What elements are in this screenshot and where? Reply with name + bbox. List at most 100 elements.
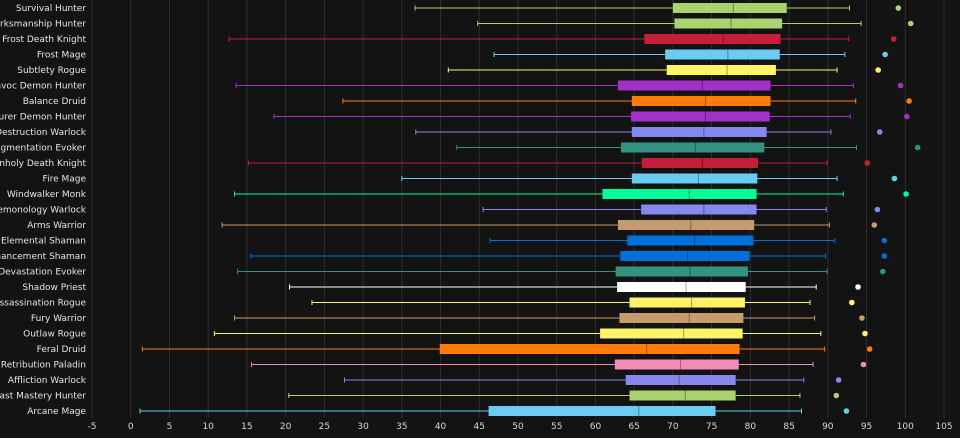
x-tick-label: -5 xyxy=(88,422,97,432)
max-point xyxy=(866,346,873,352)
box-iqr xyxy=(672,3,787,13)
max-point xyxy=(895,5,902,11)
box-enhancement-shaman xyxy=(250,251,888,261)
box-devastation-evoker xyxy=(237,266,886,277)
box-iqr xyxy=(631,173,758,184)
x-tick-label: 30 xyxy=(357,422,369,432)
box-iqr xyxy=(644,34,781,44)
box-iqr xyxy=(439,344,740,354)
box-outlaw-rogue xyxy=(213,328,868,339)
box-fire-mage xyxy=(401,173,898,184)
category-label: Augmentation Evoker xyxy=(0,144,86,154)
box-frost-death-knight xyxy=(228,34,897,44)
box-devourer-demon-hunter xyxy=(273,111,910,122)
box-iqr xyxy=(631,96,771,106)
max-point xyxy=(835,377,842,383)
category-label: Marksmanship Hunter xyxy=(0,20,86,30)
x-tick-label: 90 xyxy=(822,422,834,432)
box-havoc-demon-hunter xyxy=(235,80,904,91)
max-point xyxy=(833,392,840,399)
box-iqr xyxy=(619,313,744,323)
box-iqr xyxy=(614,359,739,370)
max-point xyxy=(860,361,867,368)
max-point xyxy=(849,299,855,306)
x-tick-label: 100 xyxy=(897,422,914,432)
box-balance-druid xyxy=(342,96,912,106)
box-unholy-death-knight xyxy=(247,158,871,168)
x-tick-label: 95 xyxy=(861,422,872,432)
box-iqr xyxy=(600,328,743,339)
x-tick-label: 15 xyxy=(241,422,252,432)
x-tick-label: 105 xyxy=(935,422,952,432)
category-label: Fire Mage xyxy=(43,175,87,185)
box-destruction-warlock xyxy=(415,127,883,137)
box-feral-druid xyxy=(141,344,873,354)
category-label: Havoc Demon Hunter xyxy=(0,82,86,92)
box-iqr xyxy=(615,266,749,277)
category-label: Elemental Shaman xyxy=(1,237,86,247)
box-iqr xyxy=(665,49,780,60)
box-iqr xyxy=(617,282,746,292)
max-point xyxy=(906,98,912,104)
box-iqr xyxy=(621,142,765,153)
box-marksmanship-hunter xyxy=(477,18,914,29)
box-survival-hunter xyxy=(414,3,902,13)
category-label: Windwalker Monk xyxy=(7,190,87,200)
box-demonology-warlock xyxy=(482,204,881,215)
x-tick-label: 20 xyxy=(280,422,292,432)
x-tick-label: 45 xyxy=(474,422,485,432)
max-point xyxy=(903,191,909,197)
max-point xyxy=(897,82,904,89)
x-tick-label: 65 xyxy=(628,422,639,432)
category-label: Unholy Death Knight xyxy=(0,159,86,169)
x-tick-label: 40 xyxy=(435,422,447,432)
x-tick-label: 50 xyxy=(512,422,524,432)
max-point xyxy=(914,144,921,151)
category-label: Shadow Priest xyxy=(22,283,86,293)
box-iqr xyxy=(641,204,757,215)
category-label: Demonology Warlock xyxy=(0,206,87,216)
box-frost-mage xyxy=(493,49,888,60)
boxes xyxy=(139,3,921,416)
x-tick-label: 25 xyxy=(319,422,330,432)
box-iqr xyxy=(488,406,716,416)
category-label: Balance Druid xyxy=(23,97,86,107)
category-label: Subtlety Rogue xyxy=(17,66,86,76)
category-label: Fury Warrior xyxy=(31,314,86,324)
x-tick-label: 10 xyxy=(202,422,214,432)
max-point xyxy=(871,222,878,228)
box-iqr xyxy=(641,158,759,168)
box-iqr xyxy=(629,390,736,401)
box-iqr xyxy=(631,127,767,137)
box-iqr xyxy=(666,65,776,75)
max-point xyxy=(881,237,888,244)
box-windwalker-monk xyxy=(234,189,909,199)
category-label: Frost Mage xyxy=(37,51,87,61)
box-arcane-mage xyxy=(139,406,850,416)
box-iqr xyxy=(617,80,771,91)
x-tick-label: 5 xyxy=(167,422,173,432)
max-point xyxy=(876,129,883,135)
category-label: Assassination Rogue xyxy=(0,299,86,309)
box-arms-warrior xyxy=(221,220,878,230)
category-label: Devourer Demon Hunter xyxy=(0,113,86,123)
category-label: Beast Mastery Hunter xyxy=(0,392,86,402)
box-iqr xyxy=(629,297,745,308)
category-label: Destruction Warlock xyxy=(0,128,87,138)
box-iqr xyxy=(617,220,755,230)
max-point xyxy=(881,253,888,259)
category-label: Retribution Paladin xyxy=(1,361,86,371)
max-point xyxy=(859,315,865,321)
max-point xyxy=(890,36,897,42)
box-subtlety-rogue xyxy=(447,65,881,75)
x-tick-label: 80 xyxy=(745,422,757,432)
category-label: Frost Death Knight xyxy=(2,35,86,45)
x-tick-label: 70 xyxy=(667,422,679,432)
x-axis-ticks: -5 0 5 10 15 20 25 30 35 40 45 50 55 60 65 70 75 80 85 90 95… xyxy=(88,422,953,432)
max-point xyxy=(882,51,888,58)
category-labels: Survival Hunter Marksmanship Hunter Frost … xyxy=(0,4,87,417)
max-point xyxy=(875,67,881,73)
